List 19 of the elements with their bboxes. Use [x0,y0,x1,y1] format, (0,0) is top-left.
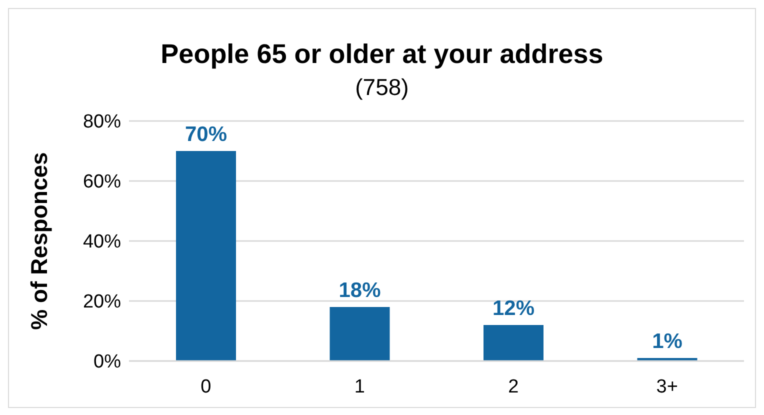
x-tick-label: 1 [354,376,365,398]
data-label: 18% [338,279,382,302]
data-label: 1% [652,330,683,353]
bar [330,307,390,361]
y-axis-title: % of Responces [26,152,52,330]
y-tick-label: 60% [82,172,122,193]
y-tick-label: 40% [82,232,122,253]
data-label: 70% [184,123,228,146]
bar [176,151,236,361]
x-tick-label: 0 [200,376,212,398]
y-tick-label: 20% [82,292,122,313]
y-tick-label: 80% [82,112,122,133]
chart-subtitle: (758) [354,74,410,101]
x-tick-label: 3+ [656,376,678,398]
y-tick-label: 0% [94,352,122,373]
bar [484,325,544,361]
chart-title: People 65 or older at your address [160,39,604,70]
x-tick-label: 2 [508,376,519,398]
data-label: 12% [492,297,535,320]
